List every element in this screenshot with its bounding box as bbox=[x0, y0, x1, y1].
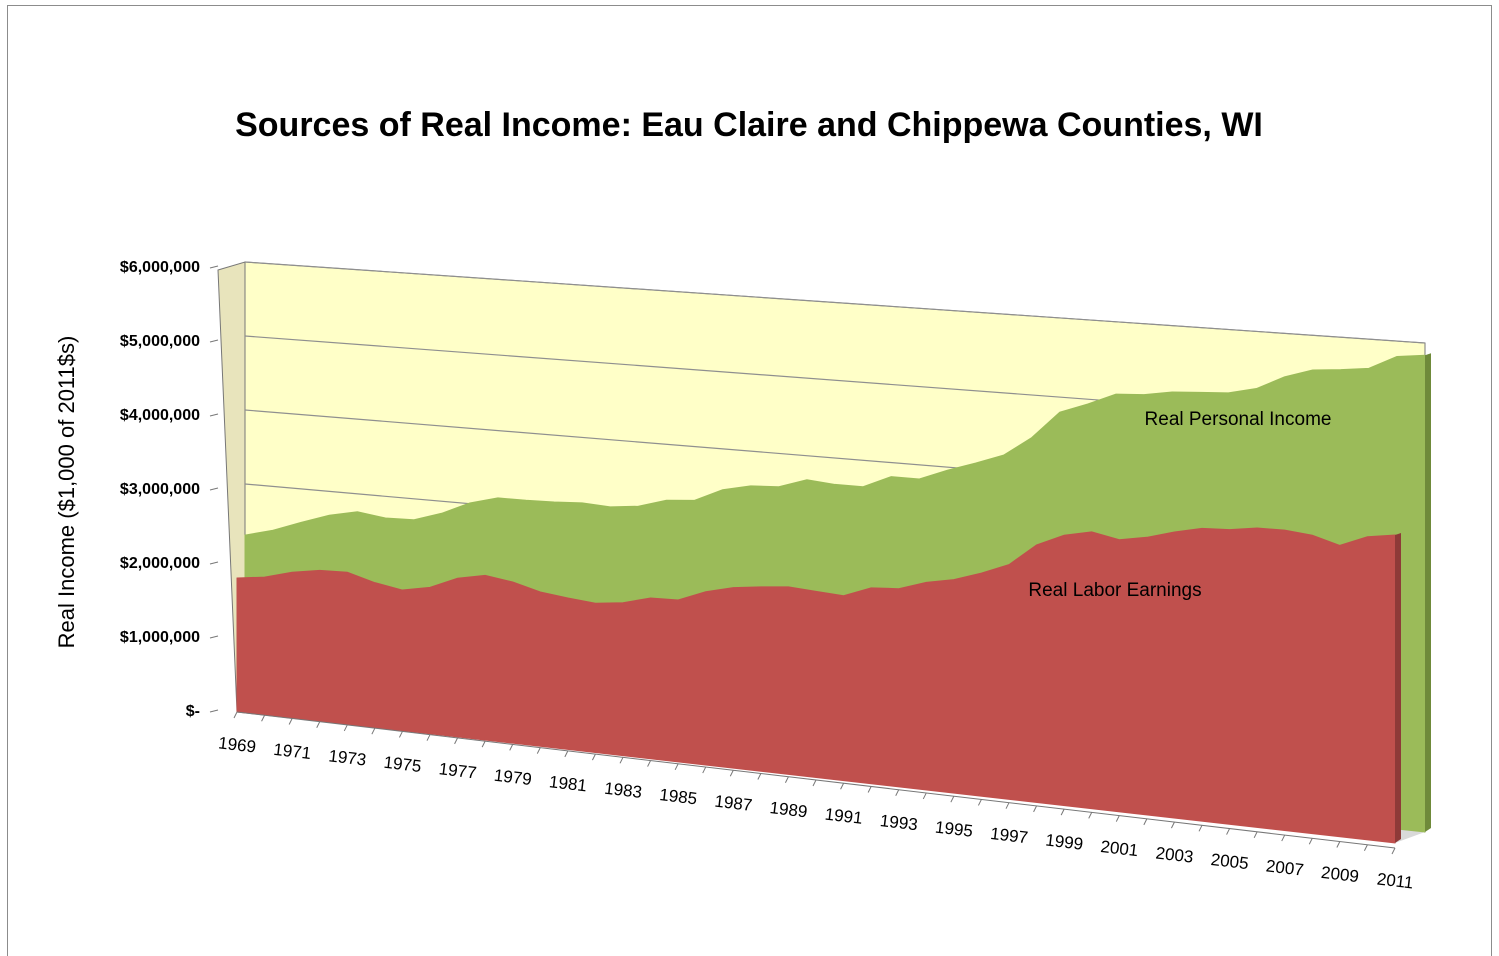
x-tick bbox=[619, 757, 624, 764]
x-tick bbox=[1391, 847, 1396, 855]
x-tick-label: 1971 bbox=[272, 740, 312, 763]
plot: $- $1,000,000 $2,000,000 $3,000,000 $4,000,0… bbox=[120, 259, 1431, 893]
x-tick bbox=[1253, 831, 1258, 839]
x-tick-label: 1987 bbox=[714, 792, 754, 815]
x-tick bbox=[591, 753, 596, 761]
y-tick-label: $3,000,000 bbox=[120, 481, 200, 498]
x-tick-label: 1983 bbox=[603, 779, 643, 802]
x-tick bbox=[233, 711, 238, 719]
x-tick bbox=[1281, 834, 1286, 842]
x-tick bbox=[1115, 815, 1120, 822]
y-tick-label: $6,000,000 bbox=[120, 259, 200, 276]
x-tick bbox=[481, 740, 486, 748]
x-tick bbox=[398, 731, 403, 738]
y-tick bbox=[209, 413, 219, 417]
y-tick-label: $2,000,000 bbox=[120, 555, 200, 572]
y-tick bbox=[209, 265, 219, 269]
x-tick-label: 2011 bbox=[1376, 869, 1415, 892]
y-tick bbox=[209, 635, 219, 639]
x-tick bbox=[564, 750, 569, 758]
x-tick bbox=[647, 760, 652, 767]
x-tick-label: 2009 bbox=[1320, 863, 1360, 886]
x-tick bbox=[1308, 838, 1313, 845]
y-tick bbox=[209, 561, 219, 565]
x-tick bbox=[288, 718, 293, 725]
x-tick bbox=[867, 786, 872, 793]
x-tick-label: 1975 bbox=[383, 753, 423, 776]
x-tick-label: 2001 bbox=[1100, 837, 1140, 860]
x-tick bbox=[784, 776, 789, 783]
x-tick-label: 1979 bbox=[493, 766, 533, 789]
x-tick-label: 1985 bbox=[658, 785, 698, 808]
x-tick-label: 1993 bbox=[879, 811, 919, 834]
chart-title: Sources of Real Income: Eau Claire and C… bbox=[235, 106, 1263, 144]
x-tick-label: 1995 bbox=[934, 818, 974, 841]
x-tick bbox=[261, 715, 266, 722]
x-tick-label: 1981 bbox=[548, 772, 588, 795]
x-tick-label: 2007 bbox=[1265, 856, 1305, 879]
grid-line bbox=[244, 261, 1426, 344]
x-tick bbox=[757, 773, 762, 780]
x-tick bbox=[1170, 821, 1175, 829]
x-tick bbox=[729, 770, 734, 777]
x-tick bbox=[1033, 805, 1038, 813]
x-tick-label: 2003 bbox=[1155, 843, 1195, 866]
y-tick-label: $1,000,000 bbox=[120, 629, 200, 646]
x-tick bbox=[895, 789, 900, 796]
x-tick bbox=[812, 779, 817, 787]
x-tick bbox=[1060, 808, 1065, 816]
area-side bbox=[1395, 533, 1401, 843]
x-tick bbox=[702, 766, 707, 774]
x-tick bbox=[316, 721, 321, 728]
y-axis-label: Real Income ($1,000 of 2011$s) bbox=[54, 336, 79, 649]
y-tick bbox=[209, 487, 219, 491]
x-tick bbox=[1005, 802, 1010, 809]
x-tick bbox=[509, 744, 514, 751]
x-tick bbox=[426, 734, 431, 741]
x-tick-label: 1999 bbox=[1044, 830, 1084, 853]
x-tick bbox=[674, 763, 679, 771]
series-label: Real Labor Earnings bbox=[1028, 580, 1201, 601]
x-tick bbox=[343, 724, 348, 732]
y-tick-label: $4,000,000 bbox=[120, 407, 200, 424]
area bbox=[236, 527, 1396, 844]
x-tick bbox=[840, 783, 845, 790]
x-tick-label: 2005 bbox=[1210, 850, 1250, 873]
x-tick-label: 1977 bbox=[438, 759, 478, 782]
x-tick-label: 1969 bbox=[217, 733, 257, 756]
x-tick bbox=[1226, 828, 1231, 835]
area-side bbox=[1425, 353, 1431, 832]
y-tick bbox=[209, 709, 219, 713]
y-tick-label: $5,000,000 bbox=[120, 333, 200, 350]
x-tick bbox=[950, 795, 955, 803]
x-tick bbox=[371, 727, 376, 735]
x-tick bbox=[977, 799, 982, 806]
x-tick bbox=[1363, 844, 1368, 851]
x-tick-label: 1991 bbox=[824, 805, 864, 828]
x-tick bbox=[1336, 841, 1341, 848]
x-tick bbox=[536, 747, 541, 754]
x-tick bbox=[454, 737, 459, 745]
x-tick-label: 1989 bbox=[769, 798, 809, 821]
y-tick bbox=[209, 339, 219, 343]
x-tick-label: 1973 bbox=[328, 746, 368, 769]
y-tick-label: $- bbox=[186, 703, 200, 720]
series-label: Real Personal Income bbox=[1145, 409, 1332, 430]
x-tick bbox=[1143, 818, 1148, 826]
x-tick bbox=[922, 792, 927, 800]
x-tick bbox=[1198, 825, 1203, 832]
x-tick-label: 1997 bbox=[989, 824, 1029, 847]
x-tick bbox=[1088, 812, 1093, 819]
